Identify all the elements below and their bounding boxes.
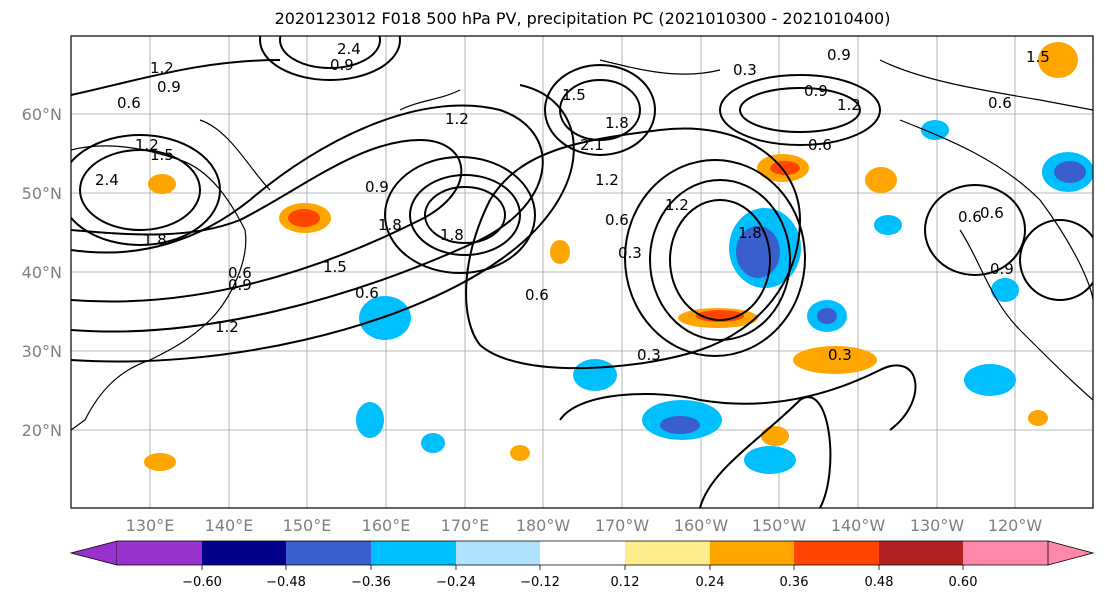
contour-label: 0.6 xyxy=(117,94,141,112)
lat-label: 60°N xyxy=(22,105,62,124)
colorbar-segment xyxy=(879,541,963,565)
contour-label: 1.2 xyxy=(837,96,861,114)
colorbar-segment xyxy=(456,541,540,565)
lon-label: 150°E xyxy=(283,516,332,535)
contour-label: 0.3 xyxy=(828,346,852,364)
lat-label: 20°N xyxy=(22,421,62,440)
lon-label: 160°E xyxy=(362,516,411,535)
contour-label: 1.2 xyxy=(215,318,239,336)
colorbar-segment xyxy=(963,541,1048,565)
lon-labels: 130°E 140°E 150°E 160°E 170°E 180°W 170°… xyxy=(126,516,1043,535)
contour-label: 1.5 xyxy=(562,86,586,104)
map-area: 1.2 0.9 0.6 2.4 1.5 2.4 1.8 1.2 0.9 1.8 … xyxy=(71,36,1093,508)
lat-label: 50°N xyxy=(22,184,62,203)
lon-label: 130°W xyxy=(910,516,965,535)
contour-label: 2.1 xyxy=(580,136,604,154)
lat-labels: 60°N 50°N 40°N 30°N 20°N xyxy=(22,105,62,440)
colorbar-extend-min xyxy=(69,540,118,566)
coastlines xyxy=(71,59,1093,431)
contour-label: 1.2 xyxy=(595,171,619,189)
lon-label: 170°E xyxy=(441,516,490,535)
colorbar-tick: −0.24 xyxy=(436,575,476,590)
precip-shading xyxy=(144,42,1093,474)
contour-label: 1.8 xyxy=(378,216,402,234)
contour-label: 1.2 xyxy=(665,196,689,214)
contour-label: 0.9 xyxy=(365,178,389,196)
contour-label: 0.6 xyxy=(980,204,1004,222)
lon-label: 150°W xyxy=(752,516,807,535)
contour-label: 1.5 xyxy=(1026,48,1050,66)
colorbar-segment xyxy=(710,541,794,565)
colorbar-segment xyxy=(794,541,879,565)
map-title: 2020123012 F018 500 hPa PV, precipitatio… xyxy=(274,9,891,28)
colorbar-segment xyxy=(540,541,625,565)
colorbar-extend-max xyxy=(1047,540,1095,566)
contour-label: 1.2 xyxy=(150,59,174,77)
contour-label: 1.8 xyxy=(605,114,629,132)
colorbar-segment xyxy=(202,541,286,565)
lon-label: 140°W xyxy=(831,516,886,535)
lon-label: 180°W xyxy=(516,516,571,535)
contour-label: 1.8 xyxy=(143,231,167,249)
contour-label: 0.6 xyxy=(808,136,832,154)
colorbar-tick: −0.60 xyxy=(182,575,222,590)
contour-label: 0.6 xyxy=(525,286,549,304)
map-frame xyxy=(70,35,1094,509)
contour-label: 1.5 xyxy=(150,146,174,164)
contour-label: 0.9 xyxy=(157,78,181,96)
contour-label: 0.3 xyxy=(733,61,757,79)
graticule xyxy=(71,36,1093,508)
contour-label: 0.6 xyxy=(228,264,252,282)
contour-label: 0.9 xyxy=(990,260,1014,278)
contour-label: 1.5 xyxy=(323,258,347,276)
contour-label: 0.9 xyxy=(804,82,828,100)
lat-label: 40°N xyxy=(22,263,62,282)
colorbar-tick: −0.12 xyxy=(520,575,560,590)
colorbar-tick: 0.60 xyxy=(949,575,978,590)
contour-labels: 1.2 0.9 0.6 2.4 1.5 2.4 1.8 1.2 0.9 1.8 … xyxy=(95,40,1050,364)
colorbar: −0.60 −0.48 −0.36 −0.24 −0.12 0.12 0.24 … xyxy=(69,540,1095,590)
contour-label: 0.9 xyxy=(330,56,354,74)
lon-label: 170°W xyxy=(595,516,650,535)
lon-label: 140°E xyxy=(205,516,254,535)
contour-label: 1.2 xyxy=(445,110,469,128)
colorbar-segment xyxy=(625,541,710,565)
lon-label: 120°W xyxy=(988,516,1043,535)
contour-label: 1.8 xyxy=(440,226,464,244)
contour-label: 0.9 xyxy=(228,276,252,294)
contour-label: 2.4 xyxy=(95,171,119,189)
colorbar-segment xyxy=(371,541,456,565)
contour-label: 0.6 xyxy=(958,208,982,226)
contour-label: 0.6 xyxy=(605,211,629,229)
contour-label: 0.3 xyxy=(637,346,661,364)
lat-label: 30°N xyxy=(22,342,62,361)
colorbar-tick: 0.24 xyxy=(696,575,725,590)
contour-label: 0.6 xyxy=(355,284,379,302)
lon-label: 160°W xyxy=(674,516,729,535)
colorbar-segment xyxy=(117,541,202,565)
colorbar-tick: 0.36 xyxy=(780,575,809,590)
colorbar-tick: −0.48 xyxy=(266,575,306,590)
colorbar-tick: −0.36 xyxy=(351,575,391,590)
pv-contours xyxy=(71,36,1093,508)
colorbar-tick: 0.48 xyxy=(865,575,894,590)
colorbar-tick: 0.12 xyxy=(611,575,640,590)
contour-label: 0.9 xyxy=(827,46,851,64)
contour-label: 2.4 xyxy=(337,40,361,58)
lon-label: 130°E xyxy=(126,516,175,535)
contour-label: 0.6 xyxy=(988,94,1012,112)
contour-label: 0.3 xyxy=(618,244,642,262)
contour-label: 1.8 xyxy=(738,224,762,242)
contour-label: 1.2 xyxy=(135,136,159,154)
colorbar-segment xyxy=(286,541,371,565)
